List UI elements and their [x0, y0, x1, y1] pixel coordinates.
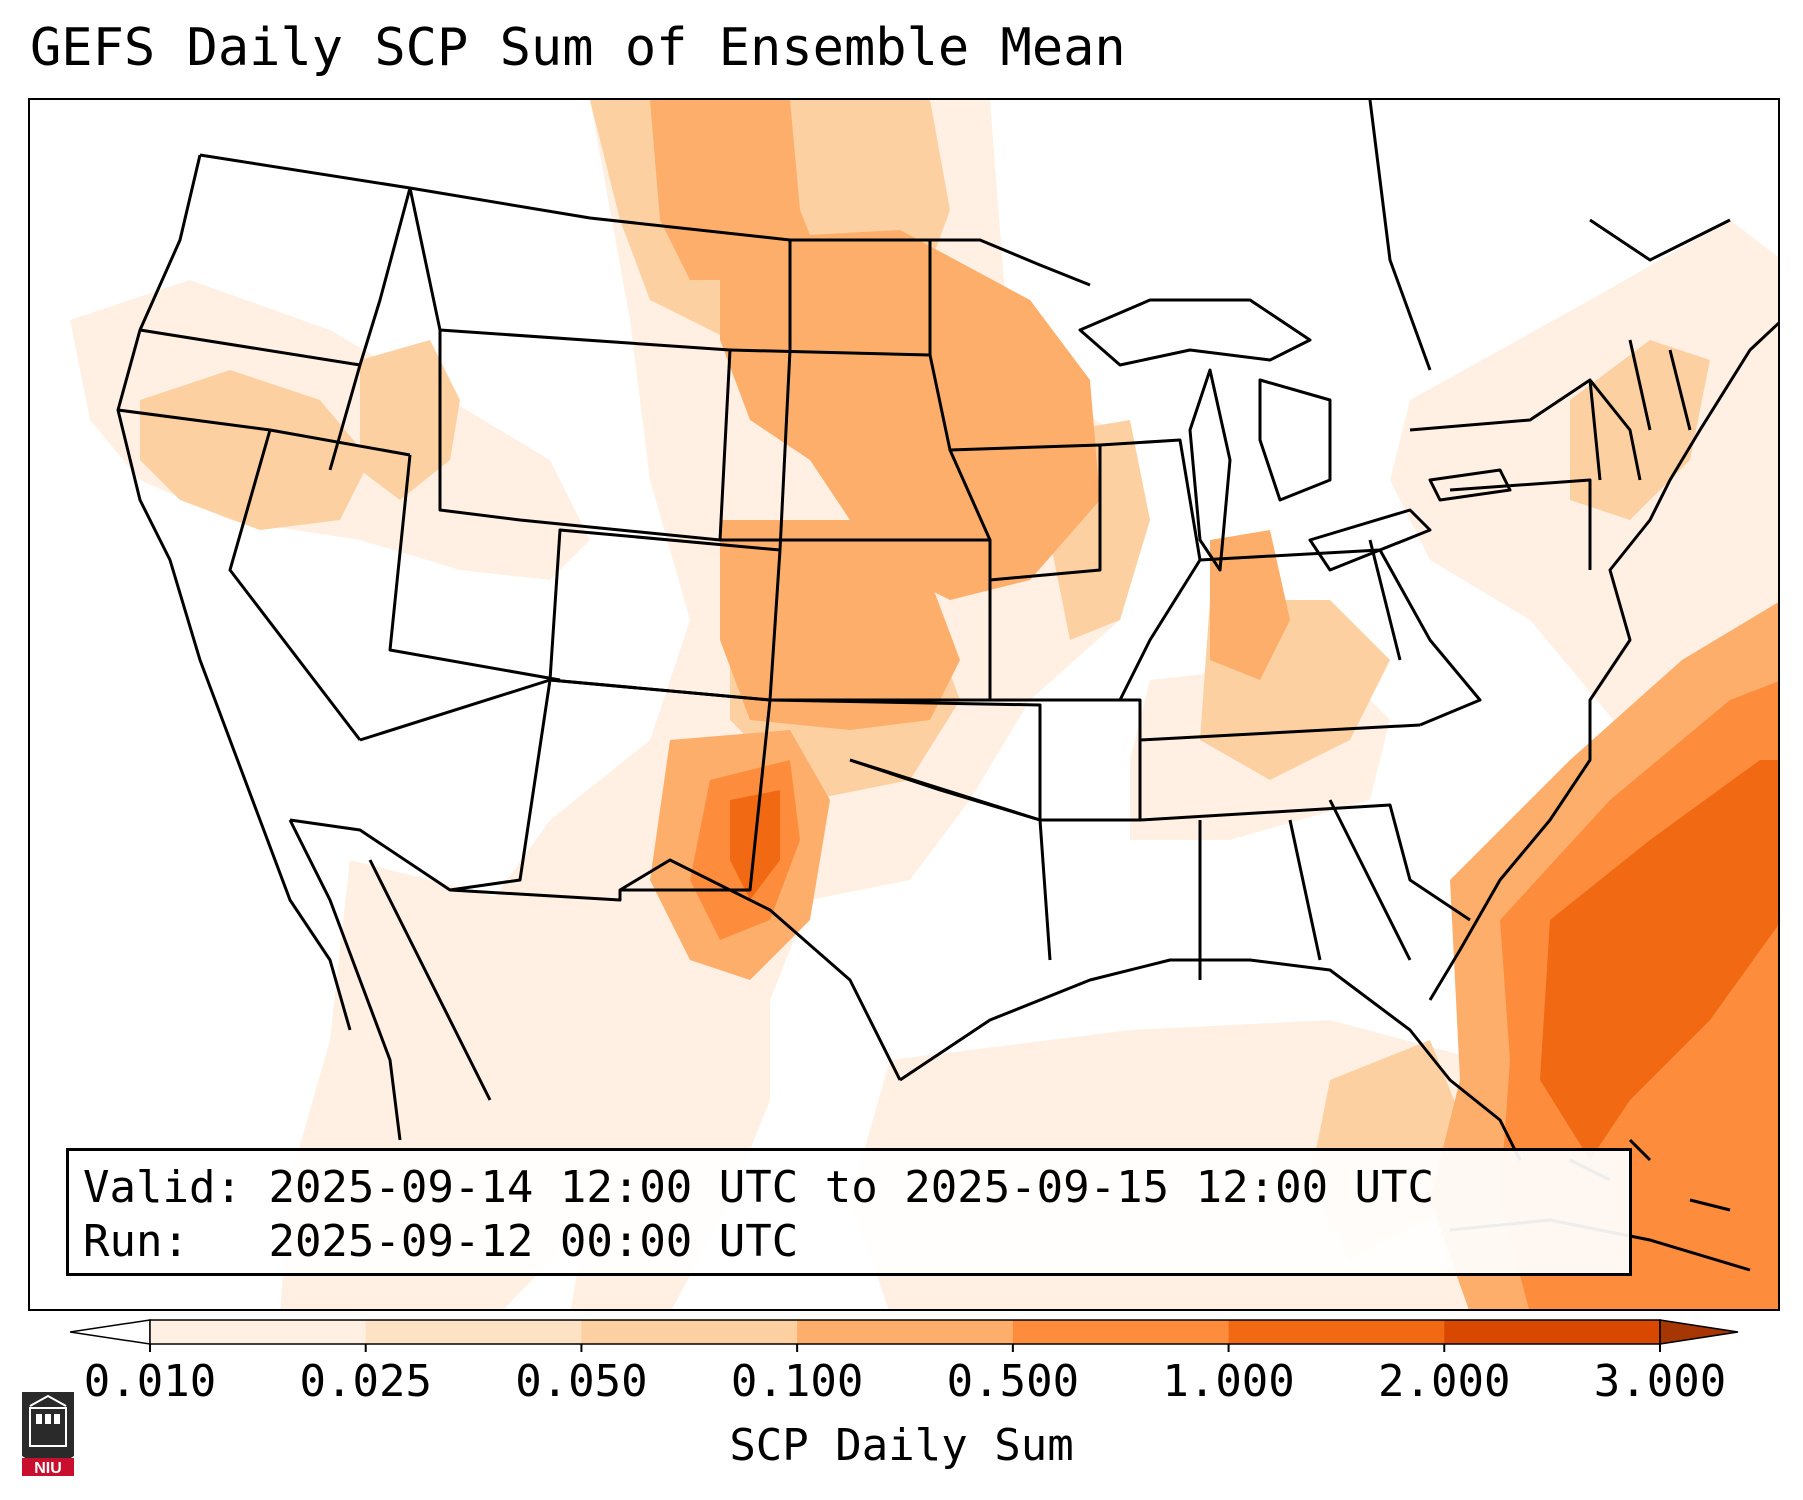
colorbar-segment: [150, 1320, 367, 1344]
colorbar-tick-label: 0.100: [730, 1356, 864, 1407]
colorbar-segment: [365, 1320, 582, 1344]
colorbar: [69, 1312, 1740, 1352]
state-line-utah: [388, 454, 561, 682]
colorbar-segment: [797, 1320, 1014, 1344]
niu-university-logo-icon: NIU: [22, 1392, 74, 1477]
colorbar-segment: [1012, 1320, 1230, 1344]
scp-field-atlantic-core: [1540, 760, 1778, 1160]
colorbar-outline: [149, 1319, 1661, 1345]
scp-shading: [70, 100, 1778, 1309]
colorbar-tick-label: 0.050: [515, 1356, 648, 1407]
colorbar-segment: [581, 1320, 798, 1344]
valid-label: Valid:: [83, 1162, 242, 1213]
colorbar-tick-label: 0.500: [946, 1356, 1080, 1407]
scp-field-dakotas: [650, 100, 820, 280]
svg-text:NIU: NIU: [34, 1460, 62, 1477]
gulf-of-california: [368, 859, 492, 1101]
colorbar-under-extension: [69, 1319, 151, 1345]
valid-run-box: Valid: 2025-09-14 12:00 UTC to 2025-09-1…: [66, 1148, 1632, 1276]
run-label: Run:: [83, 1216, 189, 1267]
colorbar-svg: [69, 1319, 1739, 1352]
coastline-gulf: [899, 958, 1522, 1161]
map-title: GEFS Daily SCP Sum of Ensemble Mean: [30, 18, 1126, 78]
colorbar-tick-label: 0.010: [83, 1356, 217, 1407]
coastline-west: [116, 154, 352, 1031]
state-line-appalachia: [1368, 478, 1592, 661]
colorbar-tick-label: 3.000: [1593, 1356, 1727, 1407]
map-panel: [28, 98, 1780, 1311]
state-line-nevada: [228, 429, 362, 741]
lake-huron: [1258, 378, 1332, 502]
scp-map: [70, 100, 1778, 1309]
scp-field-idaho: [360, 340, 460, 500]
state-line-dakotas-east: [778, 240, 792, 551]
run-value: 2025-09-12 00:00 UTC: [268, 1216, 799, 1267]
state-borders: [116, 100, 1778, 1272]
niu-logo: NIU: [18, 1384, 78, 1484]
state-line-southeast: [1139, 803, 1471, 922]
state-line-new-england: [1588, 339, 1692, 481]
colorbar-tick-label: 2.000: [1378, 1356, 1511, 1407]
state-line-ms-al-ga: [1198, 799, 1412, 980]
state-line-plains-east: [928, 240, 992, 541]
coastline-east: [1428, 321, 1778, 1001]
valid-value: 2025-09-14 12:00 UTC to 2025-09-15 12:00…: [268, 1162, 1435, 1213]
state-line-new-mexico: [549, 678, 772, 892]
state-line-nd-sd: [729, 348, 931, 357]
state-line-nebraska-kansas: [720, 538, 992, 702]
state-line-idaho-east: [328, 187, 412, 471]
lake-erie: [1308, 508, 1432, 572]
lake-michigan: [1188, 368, 1232, 572]
state-line-arizona: [359, 678, 552, 892]
lake-ontario: [1428, 468, 1512, 502]
colorbar-label: SCP Daily Sum: [729, 1420, 1074, 1471]
colorbar-segment: [1444, 1320, 1661, 1344]
lake-superior: [1078, 298, 1312, 367]
state-line-minnesota-iowa: [949, 443, 1102, 582]
colorbar-over-extension: [1659, 1319, 1739, 1345]
colorbar-tick-label: 1.000: [1162, 1356, 1295, 1407]
baja-california: [288, 819, 402, 1141]
state-line-tennessee: [1139, 723, 1421, 742]
scp-field-dakotas-central: [720, 230, 1100, 600]
state-line-oregon-washington: [139, 328, 361, 367]
state-line-wyoming: [438, 328, 732, 542]
scp-field-oregon: [140, 370, 370, 530]
border-canada-quebec: [1368, 100, 1731, 371]
colorbar-tick-label: 0.025: [299, 1356, 432, 1407]
scp-field-indiana: [1210, 530, 1290, 680]
colorbar-segment: [1228, 1320, 1445, 1344]
state-line-montana: [408, 187, 442, 331]
state-line-missouri-arkansas: [990, 698, 1142, 822]
scp-field-newengland: [1570, 340, 1710, 520]
